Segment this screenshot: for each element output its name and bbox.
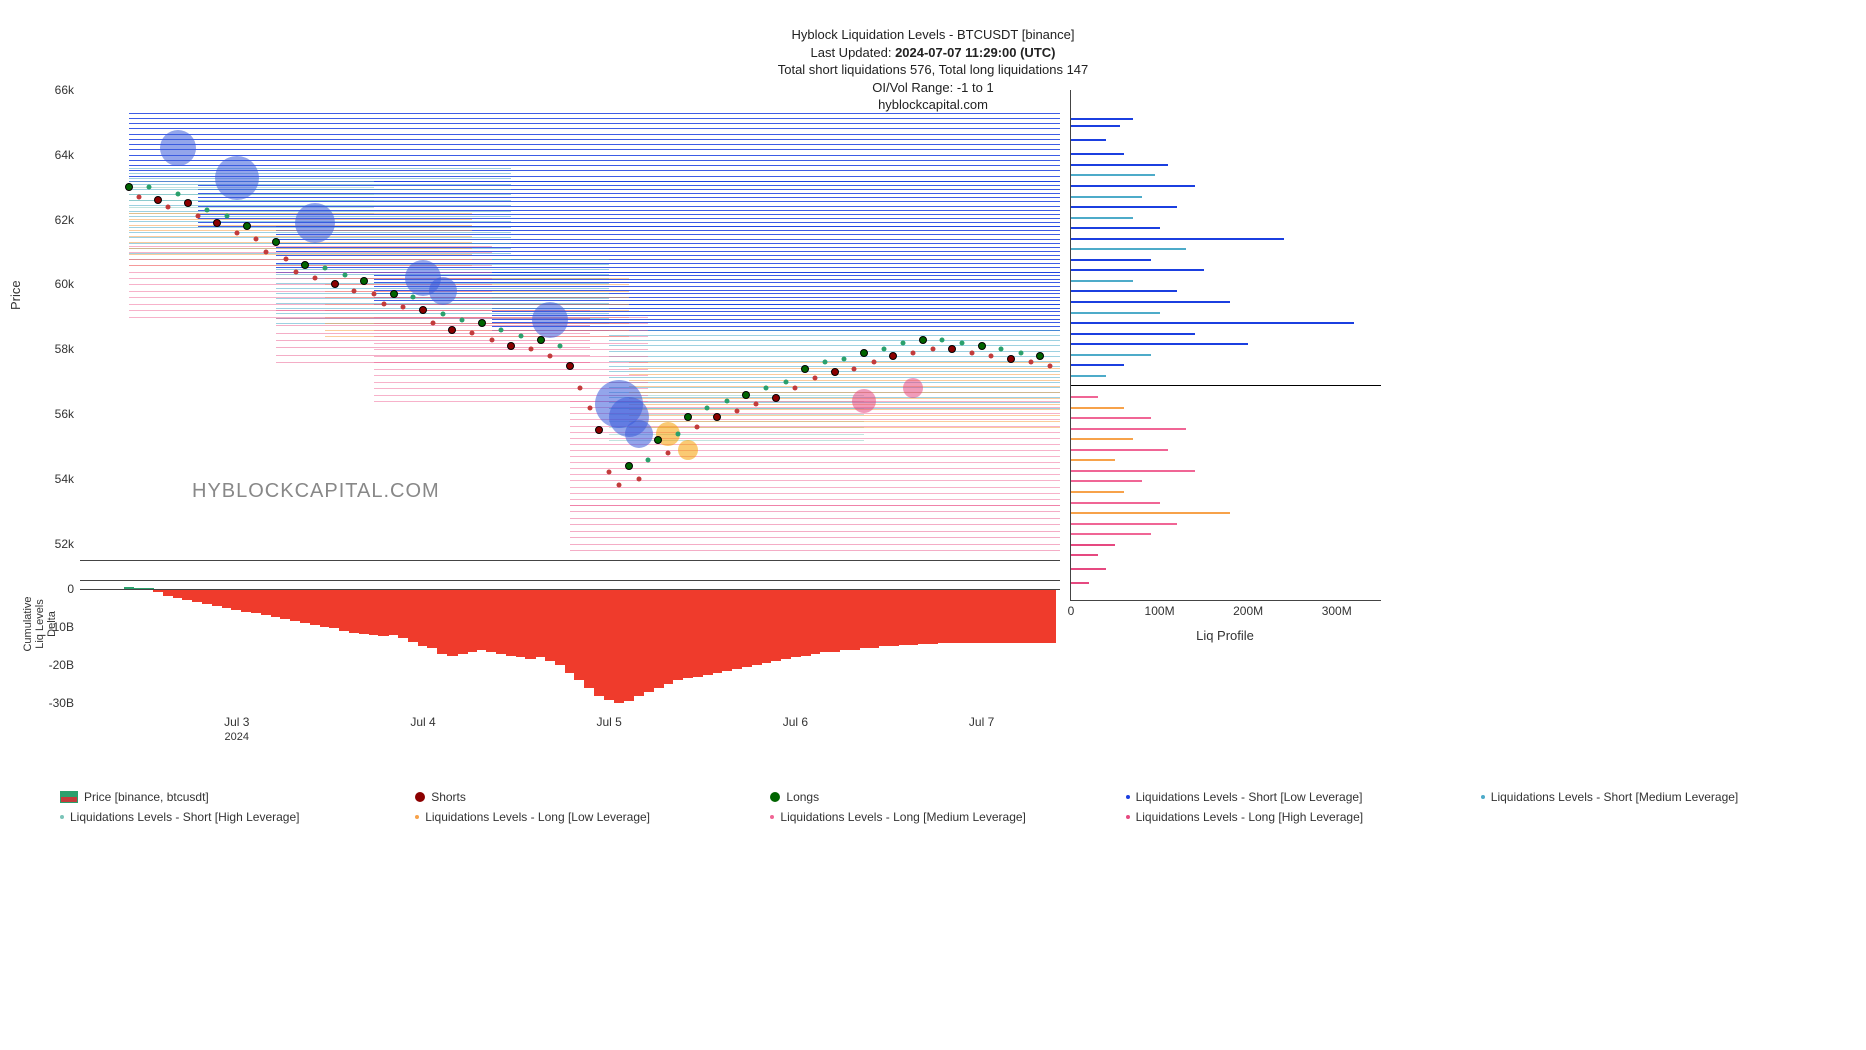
legend-swatch <box>1481 795 1485 799</box>
legend-item: Liquidations Levels - Long [Medium Lever… <box>770 810 1115 824</box>
title-line2-prefix: Last Updated: <box>811 45 896 60</box>
title-line2-bold: 2024-07-07 11:29:00 (UTC) <box>895 45 1055 60</box>
price-y-tick: 64k <box>55 148 74 162</box>
x-axis-tick: Jul 32024 <box>224 715 249 743</box>
delta-y-tick: 0 <box>67 582 74 596</box>
legend-label: Longs <box>786 790 819 804</box>
cumulative-delta-chart[interactable]: CumulativeLiq LevelsDelta 0-10B-20B-30B … <box>80 580 1060 711</box>
price-y-tick: 52k <box>55 537 74 551</box>
liq-profile-x-tick: 100M <box>1145 604 1175 618</box>
liq-profile-x-axis-label: Liq Profile <box>1070 628 1380 643</box>
liq-profile-x-ticks: 0100M200M300M <box>1071 90 1381 600</box>
legend-label: Liquidations Levels - Long [Medium Lever… <box>780 810 1025 824</box>
price-y-axis-label: Price <box>8 280 23 310</box>
x-axis-tick: Jul 6 <box>783 715 808 729</box>
legend-swatch <box>1126 815 1130 819</box>
legend-item: Liquidations Levels - Long [Low Leverage… <box>415 810 760 824</box>
title-line2: Last Updated: 2024-07-07 11:29:00 (UTC) <box>0 44 1866 62</box>
delta-y-tick: -10B <box>49 620 74 634</box>
legend-swatch <box>60 791 78 803</box>
legend-label: Liquidations Levels - Short [High Levera… <box>70 810 299 824</box>
x-axis-ticks: Jul 32024Jul 4Jul 5Jul 6Jul 7 <box>80 581 1060 711</box>
title-line3: Total short liquidations 576, Total long… <box>0 61 1866 79</box>
price-y-tick: 60k <box>55 277 74 291</box>
legend-item: Liquidations Levels - Short [Low Leverag… <box>1126 790 1471 804</box>
legend-label: Liquidations Levels - Long [High Leverag… <box>1136 810 1363 824</box>
legend-item: Shorts <box>415 790 760 804</box>
legend-item: Longs <box>770 790 1115 804</box>
legend-label: Shorts <box>431 790 466 804</box>
liq-profile-x-tick: 300M <box>1322 604 1352 618</box>
delta-y-tick: -20B <box>49 658 74 672</box>
legend-swatch <box>60 815 64 819</box>
price-y-tick: 62k <box>55 213 74 227</box>
liq-profile-x-tick: 0 <box>1068 604 1075 618</box>
price-y-tick: 58k <box>55 342 74 356</box>
legend-item: Liquidations Levels - Long [High Leverag… <box>1126 810 1471 824</box>
price-y-tick: 54k <box>55 472 74 486</box>
legend-swatch <box>770 815 774 819</box>
x-axis-tick: Jul 7 <box>969 715 994 729</box>
legend-label: Liquidations Levels - Short [Low Leverag… <box>1136 790 1363 804</box>
legend-item: Liquidations Levels - Short [High Levera… <box>60 810 405 824</box>
price-y-tick: 66k <box>55 83 74 97</box>
legend: Price [binance, btcusdt] Shorts Longs Liqui… <box>60 790 1826 824</box>
legend-swatch <box>415 815 419 819</box>
delta-y-tick: -30B <box>49 696 74 710</box>
watermark: HYBLOCKCAPITAL.COM <box>192 480 440 503</box>
price-y-tick: 56k <box>55 407 74 421</box>
legend-item: Liquidations Levels - Short [Medium Leve… <box>1481 790 1826 804</box>
legend-swatch <box>1126 795 1130 799</box>
legend-label: Liquidations Levels - Long [Low Leverage… <box>425 810 650 824</box>
legend-swatch <box>770 792 780 802</box>
legend-label: Liquidations Levels - Short [Medium Leve… <box>1491 790 1738 804</box>
legend-swatch <box>415 792 425 802</box>
x-axis-tick: Jul 5 <box>597 715 622 729</box>
liq-profile-x-tick: 200M <box>1233 604 1263 618</box>
legend-item: Price [binance, btcusdt] <box>60 790 405 804</box>
x-axis-tick: Jul 4 <box>410 715 435 729</box>
liq-profile-chart[interactable]: 0100M200M300M <box>1070 90 1381 601</box>
title-line1: Hyblock Liquidation Levels - BTCUSDT [bi… <box>0 26 1866 44</box>
legend-label: Price [binance, btcusdt] <box>84 790 209 804</box>
